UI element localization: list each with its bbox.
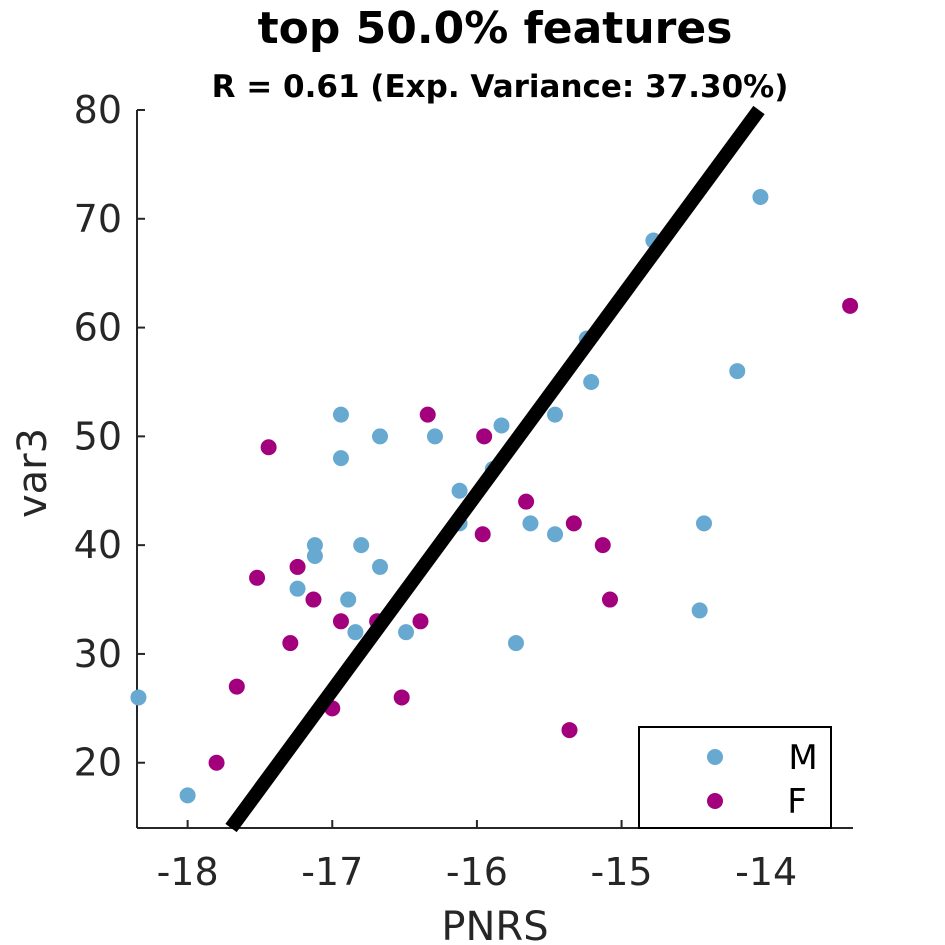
data-point-f xyxy=(282,635,299,652)
data-point-f xyxy=(249,569,266,586)
data-point-f xyxy=(601,591,618,608)
data-point-m xyxy=(340,591,357,608)
legend-marker-m xyxy=(707,749,723,765)
data-point-f xyxy=(332,613,349,630)
legend-box xyxy=(638,726,832,829)
data-point-m xyxy=(130,689,147,706)
data-point-f xyxy=(518,493,535,510)
data-point-m xyxy=(696,515,713,532)
data-point-m xyxy=(729,363,746,380)
data-point-m xyxy=(752,189,769,206)
data-point-f xyxy=(565,515,582,532)
y-tick-label: 20 xyxy=(74,741,122,785)
legend-label-m: M xyxy=(788,738,817,778)
data-point-m xyxy=(522,515,539,532)
regression-line xyxy=(225,105,765,833)
chart-title: top 50.0% features xyxy=(258,3,733,54)
data-point-f xyxy=(419,406,436,423)
data-point-m xyxy=(372,558,389,575)
plot-area: 20 30 40 50 60 70 80 -18 -17 -16 -15 -14 xyxy=(74,88,859,894)
points-layer xyxy=(130,189,859,804)
y-tick-label: 70 xyxy=(74,197,122,241)
y-tick-label: 50 xyxy=(74,414,122,458)
data-point-m xyxy=(332,450,349,467)
data-point-f xyxy=(842,297,859,314)
data-point-f xyxy=(208,754,225,771)
data-point-f xyxy=(561,722,578,739)
data-point-f xyxy=(476,428,493,445)
data-point-f xyxy=(289,558,306,575)
data-point-f xyxy=(412,613,429,630)
legend-label-f: F xyxy=(787,782,807,822)
data-point-m xyxy=(547,526,564,543)
legend-marker-f xyxy=(707,793,723,809)
data-point-f xyxy=(260,439,277,456)
data-point-m xyxy=(507,635,524,652)
chart-subtitle: R = 0.61 (Exp. Variance: 37.30%) xyxy=(212,69,789,105)
data-point-m xyxy=(398,624,415,641)
data-point-f xyxy=(594,537,611,554)
data-point-m xyxy=(179,787,196,804)
y-axis: 20 30 40 50 60 70 80 xyxy=(74,88,145,828)
data-point-m xyxy=(353,537,370,554)
data-point-m xyxy=(691,602,708,619)
data-point-m xyxy=(493,417,510,434)
x-tick-label: -17 xyxy=(301,850,363,894)
data-point-m xyxy=(372,428,389,445)
data-point-m xyxy=(306,548,323,565)
data-point-m xyxy=(332,406,349,423)
x-tick-label: -16 xyxy=(446,850,508,894)
data-point-f xyxy=(228,678,245,695)
y-tick-label: 60 xyxy=(74,306,122,350)
data-point-m xyxy=(583,373,600,390)
data-point-m xyxy=(426,428,443,445)
data-point-m xyxy=(547,406,564,423)
data-point-f xyxy=(474,526,491,543)
legend: M F xyxy=(638,726,832,829)
x-axis-label: PNRS xyxy=(441,904,548,945)
data-point-f xyxy=(305,591,322,608)
data-point-m xyxy=(347,624,364,641)
data-point-m xyxy=(451,482,468,499)
x-tick-label: -14 xyxy=(735,850,797,894)
x-axis: -18 -17 -16 -15 -14 xyxy=(137,820,853,894)
y-tick-label: 80 xyxy=(74,88,122,132)
x-tick-label: -15 xyxy=(591,850,653,894)
y-tick-label: 30 xyxy=(74,632,122,676)
data-point-m xyxy=(289,580,306,597)
data-point-f xyxy=(393,689,410,706)
x-tick-label: -18 xyxy=(157,850,219,894)
y-tick-label: 40 xyxy=(74,523,122,567)
y-axis-label: var3 xyxy=(10,428,56,518)
